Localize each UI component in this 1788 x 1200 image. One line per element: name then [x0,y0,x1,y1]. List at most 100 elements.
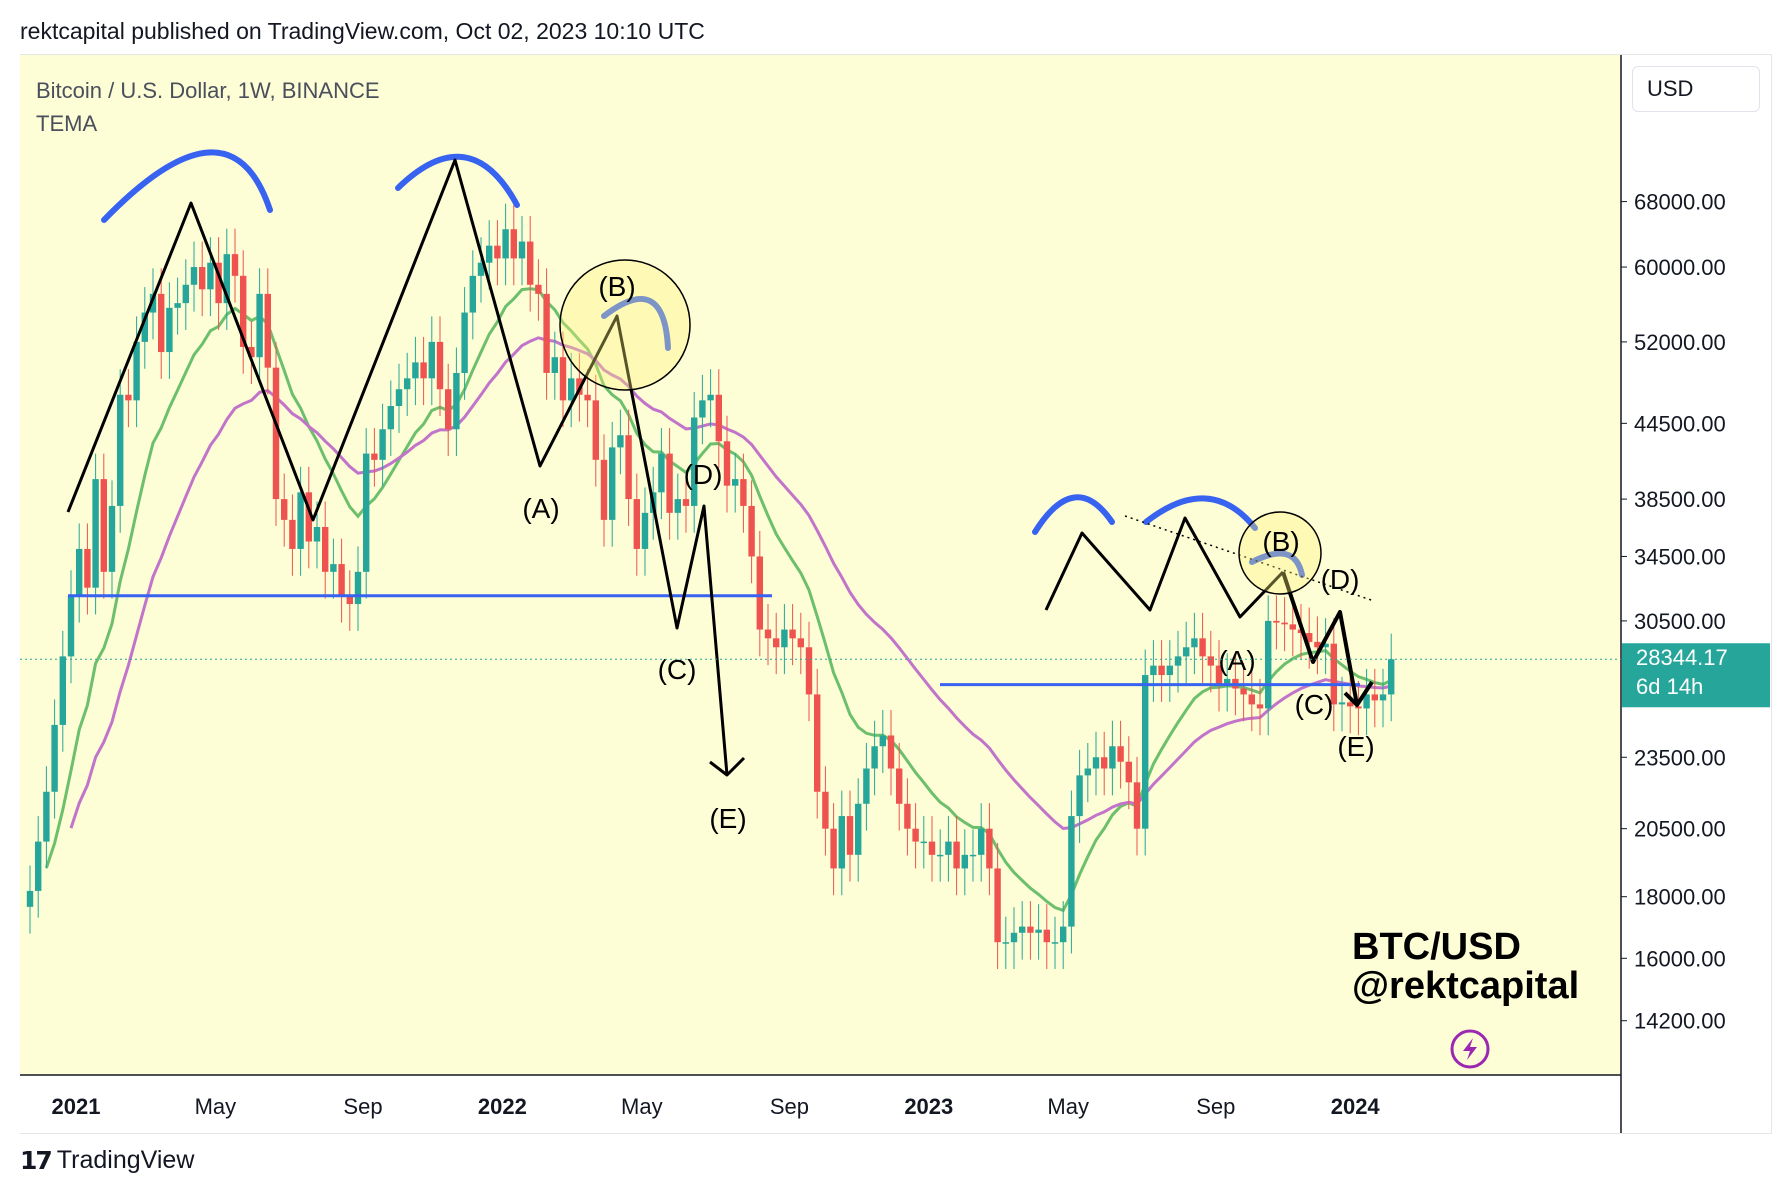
time-tick-label: 2023 [904,1094,953,1119]
candle-body [281,499,288,520]
time-tick-label: 2022 [478,1094,527,1119]
candle-body [453,372,460,430]
candle-body [1273,620,1280,623]
candle-body [1019,926,1026,933]
price-tick-label: 14200.00 [1634,1009,1726,1034]
bar-countdown-label: 6d 14h [1636,674,1703,699]
candle-body [945,841,952,855]
price-tick-label: 52000.00 [1634,330,1726,355]
candle-body [305,492,312,542]
candle-body [1035,929,1042,933]
candle-body [92,479,99,588]
candle-body [1150,665,1157,676]
candle-body [371,453,378,460]
candle-body [1183,647,1190,657]
candle-body [543,293,550,373]
candle-body [666,453,673,513]
plot-background [20,55,1620,1075]
candle-body [789,629,796,639]
candle-body [1117,746,1124,762]
lightning-icon[interactable] [1450,1029,1490,1069]
candle-body [436,341,444,390]
candle-body [469,275,476,313]
candle-body [1068,816,1075,927]
candle-body [322,526,329,572]
candle-body [1289,624,1296,630]
candle-body [486,245,493,263]
candle-body [51,724,58,792]
candle-body [559,357,567,401]
candle-body [609,447,616,520]
candle-body [1215,665,1223,685]
time-tick-label: Sep [343,1094,382,1119]
candle-body [477,262,485,276]
wave-path-2023 [1044,516,1285,619]
candle-body [1051,942,1059,944]
candle-body [1379,694,1387,701]
candle-body [272,367,280,500]
candle-body [84,548,91,588]
candle-body [1076,775,1083,817]
time-axis-ticks: 2021 May Sep 2022 May Sep 2023 May Sep 2024 [52,1094,1381,1119]
wave-label: (A) [522,493,559,524]
candle-body [797,638,804,648]
candle-body [937,854,944,857]
ema-slow-line [69,336,1392,831]
candle-body [961,854,968,869]
price-tick-label: 38500.00 [1634,487,1726,512]
candle-body [1133,782,1141,829]
candle-body [1092,757,1100,769]
candle-body [641,512,649,549]
candle-body [428,341,435,379]
candle-body [174,303,181,308]
wave-label: (B) [598,271,635,302]
candle-body [1281,622,1288,625]
candle-body [1199,638,1206,657]
candle-body [379,429,386,460]
candle-body [182,284,189,304]
candle-body [715,394,722,442]
candle-body [199,267,206,290]
candle-body [592,400,599,460]
candle-body [625,435,632,500]
candle-body [600,459,608,520]
head-arc [101,149,273,223]
head-arc [1032,494,1115,535]
candle-body [1322,643,1329,648]
candle-body [822,791,829,829]
wave-label: (A) [1218,645,1255,676]
candle-body [510,229,517,259]
currency-button[interactable]: USD [1632,66,1760,112]
candle-body [855,803,862,855]
candle-body [149,293,157,313]
price-tick-label: 20500.00 [1634,817,1726,842]
candle-body [190,267,198,285]
candle-body [1371,694,1378,701]
candle-body [568,378,575,401]
candle-body [748,505,755,557]
time-tick-label: Sep [1196,1094,1235,1119]
projected-wave-arrow [1343,680,1374,707]
price-tick-label: 18000.00 [1634,885,1726,910]
time-tick-label: Sep [770,1094,809,1119]
candle-body [1314,641,1321,648]
candle-body [420,362,427,379]
candle-body [445,389,452,430]
candle-body [1355,706,1362,709]
candle-body [1109,746,1116,769]
candle-body [502,229,509,259]
candle-body [887,735,895,769]
price-tick-label: 68000.00 [1634,190,1726,215]
candle-body [1248,694,1255,705]
tradingview-logo-icon: 17 [20,1146,53,1175]
candle-body [141,312,148,342]
candle-body [1043,929,1050,943]
candle-body [1338,702,1346,705]
wave-label: (E) [709,803,746,834]
candle-body [1174,656,1182,666]
candle-body [1388,659,1395,695]
candle-body [354,571,362,605]
candle-body [166,307,173,353]
candle-body [1330,643,1337,705]
